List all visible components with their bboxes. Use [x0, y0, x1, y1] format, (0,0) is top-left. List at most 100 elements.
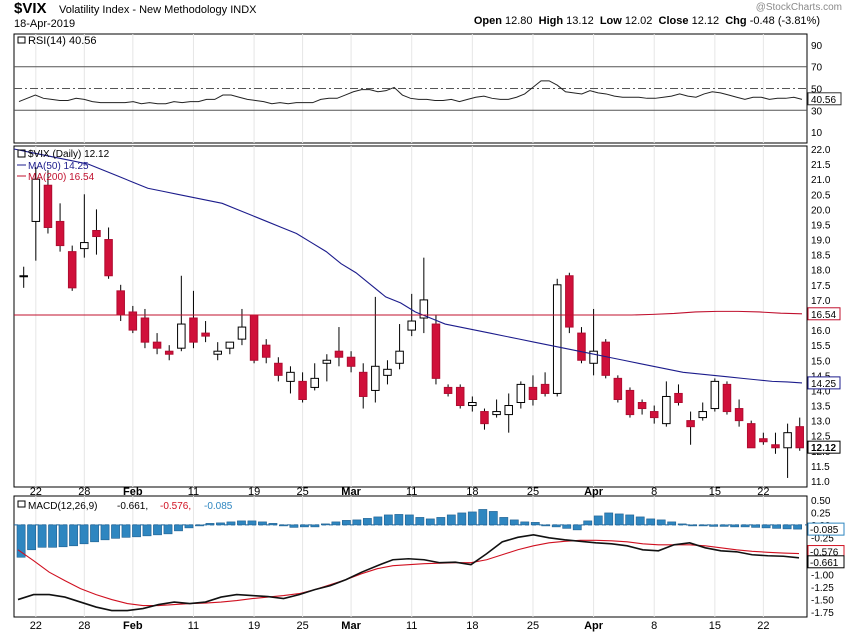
price-tick-label: 12.5 [811, 432, 831, 443]
candle-body [698, 411, 707, 419]
candle-body [649, 411, 659, 419]
macd-histogram-bar [436, 517, 446, 526]
macd-histogram-bar [478, 509, 488, 526]
candle-body [274, 362, 283, 376]
macd-histogram-bar [58, 524, 68, 548]
macd-histogram-bar [457, 512, 467, 526]
candle-body [455, 386, 465, 407]
date-label: Apr [584, 486, 604, 498]
price-tick-label: 19.0 [811, 236, 831, 247]
macd-tick-label: -0.25 [811, 533, 834, 544]
candle-body [322, 359, 332, 364]
candle-body [407, 320, 416, 331]
macd-macd-value-box [807, 555, 845, 569]
macd-histogram-bar [79, 524, 89, 545]
macd-histogram-bar [69, 524, 78, 547]
candle-body [771, 444, 780, 449]
open-value: 12.80 [505, 15, 533, 27]
date-label: Apr [584, 620, 604, 632]
macd-histogram-bar [247, 520, 257, 526]
date-label: 19 [248, 620, 260, 632]
change-value: -0.48 (-3.81%) [749, 15, 820, 27]
candle-body [164, 350, 174, 355]
macd-histogram-bar [751, 524, 761, 528]
macd-histogram-bar [27, 524, 36, 551]
candle-body [625, 389, 635, 416]
macd-histogram-bar [572, 524, 582, 531]
close-value-label: 12.12 [811, 443, 836, 454]
macd-histogram-bar [677, 523, 687, 526]
ma200-value-label: 16.54 [811, 310, 836, 321]
date-label: 25 [527, 620, 539, 632]
ma200-line [14, 310, 803, 316]
ma50-value-label: 14.25 [811, 379, 836, 390]
candle-body [371, 365, 380, 391]
macd-histogram-bar [646, 518, 656, 526]
candle-body [310, 377, 319, 388]
candle-body [92, 229, 101, 238]
rsi-tick-label: 70 [811, 63, 823, 74]
price-tick-label: 13.5 [811, 402, 831, 413]
date-label: Mar [341, 620, 361, 632]
macd-line [17, 534, 800, 612]
candle-body [734, 408, 744, 422]
macd-histogram-bar [698, 524, 708, 527]
macd-tick-label: -1.00 [811, 571, 834, 582]
candle-body [383, 368, 392, 376]
date-label: 25 [296, 620, 308, 632]
macd-histogram-bar [415, 517, 425, 526]
date-label: 11 [406, 486, 417, 498]
macd-histogram-bar [541, 524, 551, 527]
macd-legend-icon [17, 500, 26, 508]
macd-histogram-bar [488, 511, 498, 526]
macd-tick-label: -1.50 [811, 596, 834, 607]
date-label: 15 [709, 620, 721, 632]
candle-body [189, 317, 198, 343]
rsi-tick-label: 30 [811, 106, 823, 117]
macd-legend-macd: -0.661, [117, 501, 148, 512]
ma200-value-box [807, 307, 841, 321]
candle-body [419, 299, 429, 319]
rsi-value-box [807, 92, 842, 106]
macd-histogram-bar [205, 523, 215, 526]
macd-histogram-bar [509, 519, 519, 526]
macd-histogram-bar [614, 513, 624, 526]
candle-body [334, 350, 344, 358]
price-tick-label: 20.0 [811, 205, 831, 216]
candle-body [19, 275, 28, 278]
price-legend-vix: $VIX (Daily) 12.12 [28, 149, 110, 160]
price-tick-label: 17.0 [811, 296, 831, 307]
candle-body [443, 386, 453, 394]
macd-histogram-bar [394, 514, 404, 526]
candle-body [783, 432, 792, 449]
candle-body [552, 284, 562, 394]
candle-body [565, 275, 574, 328]
macd-histogram-bar [761, 524, 771, 529]
macd-histogram-bar [593, 515, 603, 526]
macd-histogram-bar [321, 523, 330, 526]
macd-histogram-bar [341, 520, 351, 526]
price-tick-label: 14.0 [811, 386, 831, 397]
date-label: 28 [78, 620, 90, 632]
candle-body [104, 239, 113, 277]
candle-body [43, 184, 53, 228]
macd-histogram-bar [499, 517, 509, 526]
macd-histogram-bar [404, 514, 414, 526]
candle-body [516, 383, 526, 404]
candle-body [395, 350, 404, 364]
candle-body [746, 423, 756, 449]
date-label: 22 [30, 620, 42, 632]
macd-histogram-bar [562, 524, 572, 529]
macd-histogram-bar [331, 521, 341, 526]
date-label: Feb [123, 486, 143, 498]
macd-histogram-bar [362, 518, 372, 526]
instrument-name: Volatility Index - New Methodology INDX [59, 4, 257, 16]
price-tick-label: 17.5 [811, 281, 831, 292]
rsi-legend: RSI(14) 40.56 [28, 35, 96, 47]
candle-body [298, 380, 307, 400]
price-tick-label: 19.5 [811, 220, 831, 231]
candle-body [261, 344, 271, 358]
candle-body [152, 341, 162, 349]
macd-histogram-bar [625, 514, 635, 526]
price-tick-label: 11.5 [811, 462, 830, 473]
